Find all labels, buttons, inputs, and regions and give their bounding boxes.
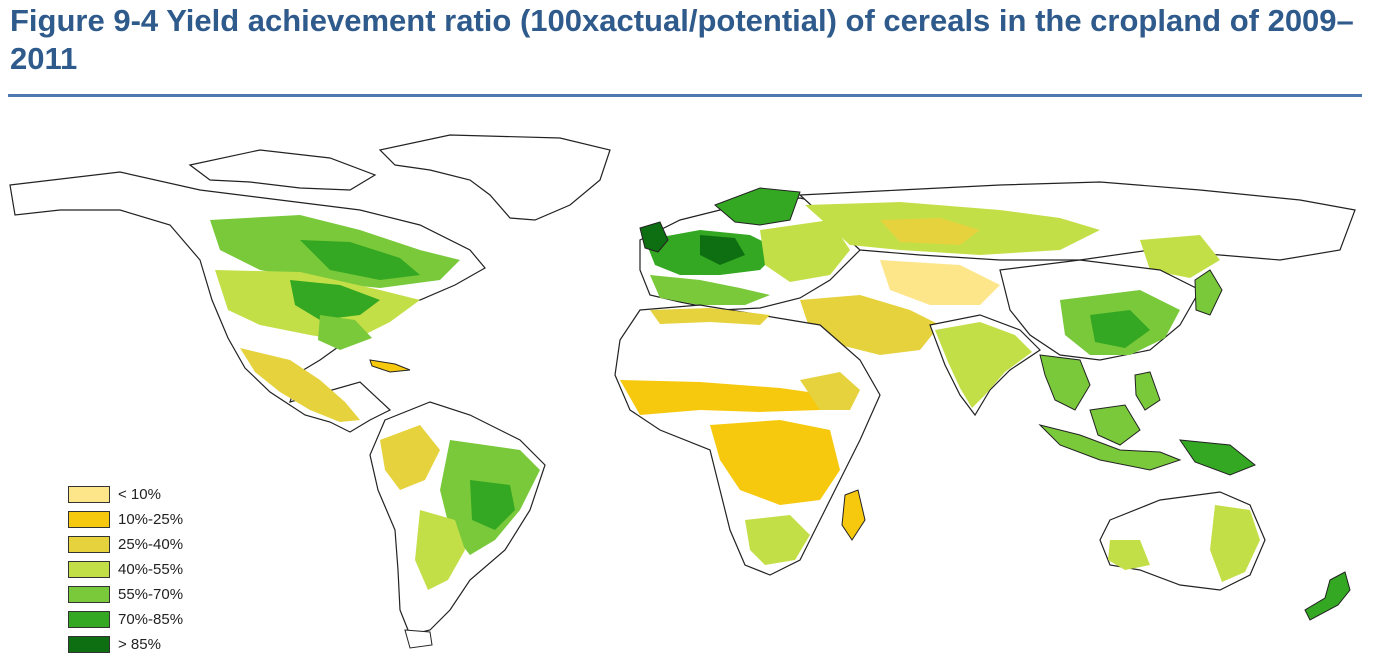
borneo	[1089, 404, 1141, 446]
new-zealand	[1304, 571, 1351, 621]
legend-label: 40%-55%	[118, 561, 184, 578]
legend-item: > 85%	[68, 632, 268, 657]
legend-swatch	[68, 586, 110, 603]
india-cropland	[935, 322, 1032, 408]
central-asia-cropland	[880, 260, 1000, 305]
legend-item: 55%-70%	[68, 582, 268, 607]
tierra-del-fuego	[404, 629, 433, 649]
legend-label: 10%-25%	[118, 511, 184, 528]
usa-cropland-dark	[290, 280, 380, 320]
legend-item: 40%-55%	[68, 557, 268, 582]
legend-label: 70%-85%	[118, 611, 184, 628]
philippines	[1134, 371, 1161, 411]
legend-swatch	[68, 536, 110, 553]
legend-item: 10%-25%	[68, 507, 268, 532]
argentina-cropland	[415, 510, 465, 590]
north-africa-cropland	[650, 308, 770, 325]
china-cropland-dark	[1090, 310, 1150, 348]
legend-item: < 10%	[68, 482, 268, 507]
legend-swatch	[68, 636, 110, 653]
south-america-cropland-dark	[470, 480, 515, 530]
title-divider	[8, 94, 1362, 97]
legend-swatch	[68, 561, 110, 578]
arctic-islands-outline	[188, 149, 377, 191]
japan	[1194, 269, 1223, 316]
madagascar	[841, 489, 866, 541]
eastern-europe-cropland	[760, 220, 850, 282]
map-legend: < 10% 10%-25% 25%-40% 40%-55% 55%-70% 70…	[68, 482, 268, 657]
usa-cropland-mid	[318, 315, 372, 350]
greenland-outline	[378, 134, 611, 221]
south-america-cropland-yellow	[380, 425, 440, 490]
sahel-cropland	[620, 380, 830, 415]
mexico-cropland	[240, 348, 360, 422]
australia-cropland-east	[1210, 505, 1260, 582]
legend-label: 25%-40%	[118, 536, 184, 553]
western-europe-cropland-darkest	[700, 235, 745, 265]
caribbean-islands	[369, 359, 411, 373]
legend-swatch	[68, 511, 110, 528]
legend-item: 70%-85%	[68, 607, 268, 632]
southern-africa-cropland	[745, 515, 810, 565]
australia-cropland-west	[1108, 540, 1150, 570]
legend-swatch	[68, 486, 110, 503]
canada-cropland-dark	[300, 240, 420, 280]
legend-item: 25%-40%	[68, 532, 268, 557]
scandinavia	[714, 187, 801, 226]
legend-label: < 10%	[118, 486, 161, 503]
russia-far-east-cropland	[1140, 235, 1220, 278]
central-africa-cropland	[710, 420, 840, 505]
indonesia	[1038, 424, 1182, 471]
east-africa-cropland	[800, 372, 860, 410]
southeast-asia-cropland	[1039, 354, 1091, 411]
legend-label: > 85%	[118, 636, 161, 653]
legend-swatch	[68, 611, 110, 628]
figure-title: Figure 9-4 Yield achievement ratio (100x…	[10, 3, 1354, 76]
new-guinea	[1178, 439, 1256, 476]
world-map	[9, 134, 1356, 649]
russia-cropland-yellow	[880, 218, 980, 245]
southern-europe-cropland	[650, 275, 770, 305]
legend-label: 55%-70%	[118, 586, 184, 603]
british-isles	[639, 221, 669, 253]
